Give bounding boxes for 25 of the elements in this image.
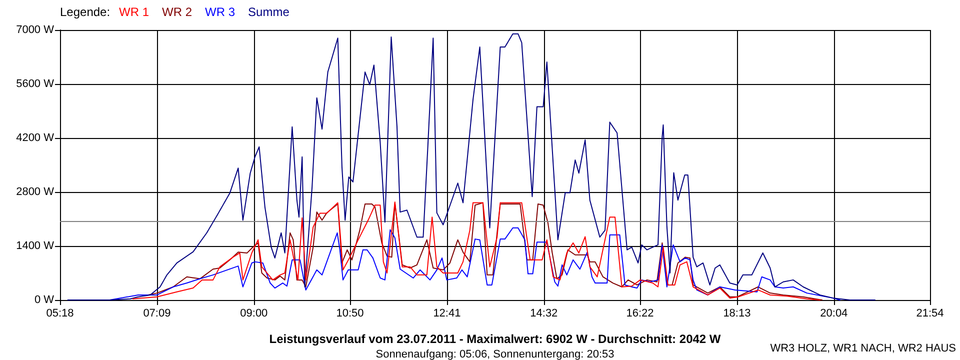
- line-series: [67, 33, 876, 300]
- text: WR3 HOLZ, WR1 NACH, WR2 HAUS: [770, 342, 956, 354]
- y-tick-label: 5600 W: [16, 78, 55, 90]
- x-tick-label: 10:50: [336, 308, 364, 320]
- x-tick-label: 18:13: [723, 308, 751, 320]
- x-tick-label: 21:54: [916, 308, 944, 320]
- text: Leistungsverlauf vom 23.07.2011 - Maximalwert: 6902 W - Durchschnitt: 2042 W: [269, 332, 722, 346]
- y-tick-label: 4200 W: [16, 132, 55, 144]
- x-tick-label: 05:18: [46, 308, 74, 320]
- legend-title: Legende:: [60, 5, 110, 19]
- y-tick-label: 7000 W: [16, 24, 55, 36]
- y-tick-label: 1400 W: [16, 240, 55, 252]
- y-tick-label: 0 W: [34, 294, 55, 306]
- text: Summe: [248, 5, 290, 19]
- x-tick-label: 14:32: [530, 308, 558, 320]
- text: Sonnenaufgang: 05:06, Sonnenuntergang: 20:53: [376, 348, 614, 360]
- x-tick-label: 20:04: [820, 308, 848, 320]
- x-tick-label: 07:09: [143, 308, 171, 320]
- text: WR 2: [162, 5, 192, 19]
- text: WR 1: [119, 5, 150, 19]
- text: WR 3: [205, 5, 236, 19]
- x-tick-label: 16:22: [626, 308, 654, 320]
- y-tick-label: 2800 W: [16, 186, 55, 198]
- x-tick-label: 12:41: [433, 308, 461, 320]
- x-tick-label: 09:00: [240, 308, 268, 320]
